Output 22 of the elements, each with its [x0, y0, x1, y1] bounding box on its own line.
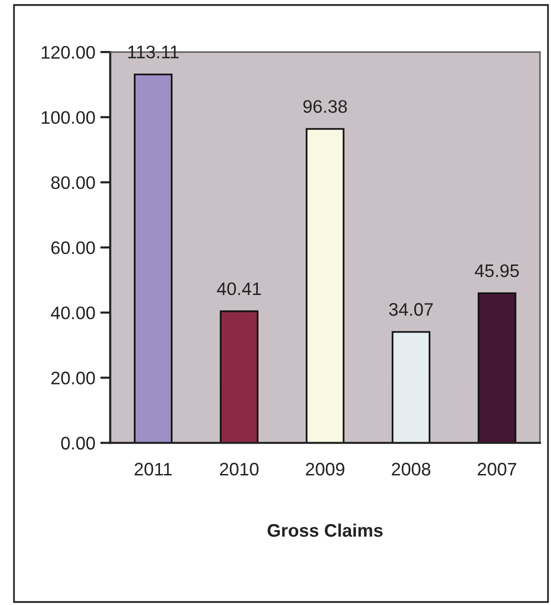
- bar: [478, 292, 516, 443]
- y-tick-label: 0.00: [61, 436, 95, 450]
- x-axis-title: Gross Claims: [268, 524, 383, 537]
- data-label: 96.38: [303, 100, 347, 113]
- x-tick-label: 2009: [306, 462, 344, 476]
- bar: [134, 74, 172, 443]
- data-label: 40.41: [216, 282, 261, 296]
- y-tick-label: 40.00: [50, 306, 95, 320]
- data-label: 34.07: [389, 303, 433, 316]
- bar: [306, 128, 344, 443]
- y-tick-label: 80.00: [51, 176, 95, 190]
- x-tick-label: 2010: [220, 462, 259, 476]
- x-tick-label: 2008: [392, 462, 430, 476]
- y-tick-label: 60.00: [51, 241, 95, 254]
- data-label: 45.95: [474, 264, 519, 278]
- y-tick-label: 100.00: [42, 111, 95, 124]
- bar: [392, 331, 430, 443]
- y-tick-label: 120.00: [42, 46, 95, 59]
- y-tick-label: 20.00: [51, 372, 95, 384]
- bar: [220, 310, 258, 443]
- x-tick-label: 2007: [478, 462, 516, 476]
- x-tick-label: 2011: [134, 462, 172, 476]
